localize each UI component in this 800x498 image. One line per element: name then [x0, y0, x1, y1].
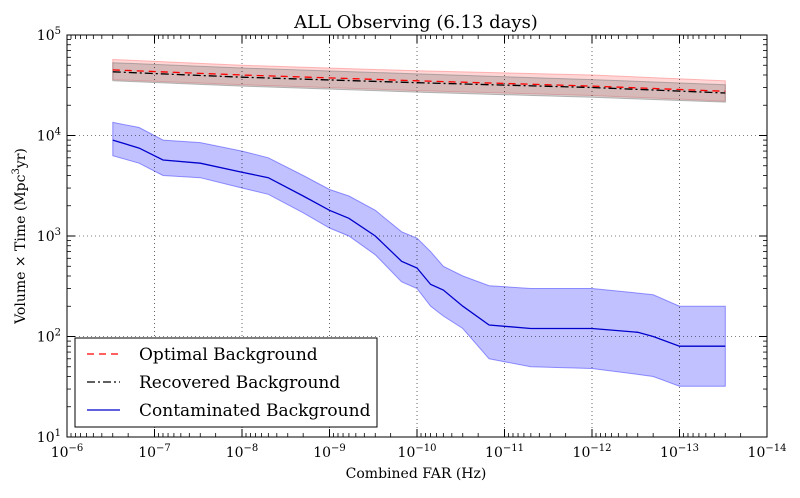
chart-title: ALL Observing (6.13 days): [293, 12, 538, 33]
x-tick-label: 10−14: [748, 443, 787, 461]
x-tick-label: 10−12: [573, 443, 612, 461]
axis-ticks: 10−6 10−7 10−8 10−9 10−10 10−11 10−12 10−13 10−1…: [37, 26, 787, 461]
contaminated-background-band: [112, 121, 726, 387]
x-tick-label: 10−6: [51, 443, 84, 461]
legend-label-contaminated-background: Contaminated Background: [139, 401, 371, 421]
y-tick-label: 101: [37, 428, 61, 446]
series-lines: [112, 69, 726, 347]
y-tick-label: 105: [37, 26, 61, 44]
y-tick-label: 104: [37, 127, 61, 145]
x-tick-label: 10−8: [226, 443, 259, 461]
contaminated-background-line: [112, 139, 726, 347]
legend-label-optimal-background: Optimal Background: [139, 345, 318, 365]
x-tick-label: 10−10: [398, 443, 437, 461]
x-axis-label: Combined FAR (Hz): [346, 466, 487, 482]
x-tick-label: 10−9: [313, 443, 346, 461]
x-tick-label: 10−11: [485, 443, 524, 461]
y-tick-label: 102: [37, 328, 61, 346]
legend-box: [74, 337, 378, 428]
y-axis-label: Volume × Time (Mpc3yr): [11, 148, 29, 325]
y-tick-label: 103: [37, 227, 61, 245]
optimal-background-line: [112, 69, 726, 92]
x-tick-label: 10−13: [660, 443, 699, 461]
legend: Optimal Background Recovered Background Co…: [74, 337, 378, 428]
x-tick-label: 10−7: [138, 443, 171, 461]
legend-label-recovered-background: Recovered Background: [139, 373, 340, 393]
grid-lines: [67, 35, 767, 437]
recovered-background-line: [112, 71, 726, 94]
